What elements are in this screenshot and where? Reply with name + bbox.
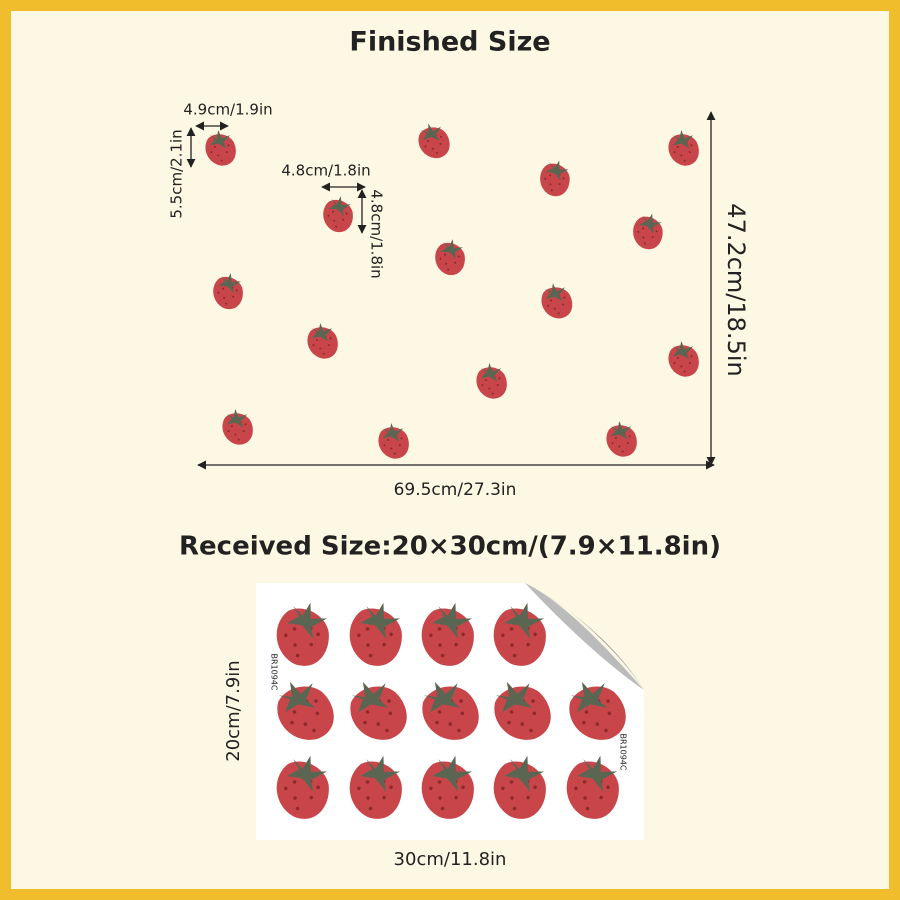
finished-height: 47.2cm/18.5in (722, 203, 750, 376)
large-item-height: 5.5cm/2.1in (168, 129, 186, 218)
dimension-arrows (186, 111, 716, 470)
sheet-code: BR1094C (619, 734, 628, 771)
small-item-height: 4.8cm/1.8in (368, 189, 386, 278)
sticker-sheet: BR1094C BR1094C (256, 583, 644, 840)
small-item-width: 4.8cm/1.8in (281, 162, 370, 180)
title: Finished Size (349, 27, 550, 58)
received-title: Received Size:20×30cm/(7.9×11.8in) (179, 532, 721, 562)
received-height: 20cm/7.9in (223, 660, 244, 761)
received-width: 30cm/11.8in (394, 849, 507, 870)
large-item-width: 4.9cm/1.9in (183, 101, 272, 119)
sheet-code: BR1094C (270, 654, 279, 691)
finished-width: 69.5cm/27.3in (394, 480, 517, 500)
